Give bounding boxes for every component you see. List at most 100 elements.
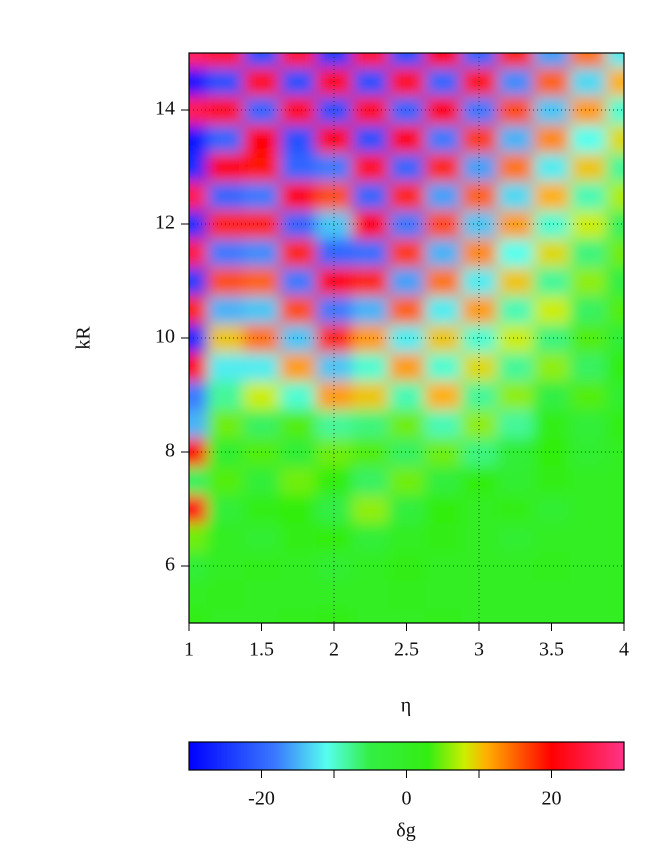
heatmap-cell [569, 323, 607, 353]
heatmap-cell [424, 238, 462, 268]
heatmap-cell [497, 53, 534, 68]
heatmap-cell [352, 409, 389, 439]
heatmap-cell [424, 523, 462, 553]
heatmap-cell [352, 209, 389, 239]
heatmap-cell [279, 409, 317, 439]
heatmap-cell [279, 181, 317, 211]
heatmap-cell [424, 67, 462, 97]
heatmap-cell [424, 580, 462, 610]
heatmap-cell [352, 124, 389, 154]
heatmap-cell [207, 466, 244, 496]
heatmap-cell [533, 437, 571, 467]
colorbar-label: δg [396, 820, 415, 842]
heatmap-cell [352, 494, 389, 524]
heatmap-cell [207, 124, 244, 154]
heatmap-cell [388, 323, 426, 353]
heatmap-cell [388, 380, 426, 410]
heatmap-cell [569, 551, 607, 581]
heatmap-cell [352, 181, 389, 211]
heatmap-cell [352, 523, 389, 553]
heatmap-cell [243, 409, 281, 439]
heatmap-cell [569, 238, 607, 268]
y-axis-label: kR [73, 326, 95, 350]
heatmap-cell [388, 352, 426, 382]
heatmap-cell [207, 494, 244, 524]
heatmap-cell [352, 295, 389, 325]
heatmap-cell [424, 323, 462, 353]
heatmap-cell [388, 551, 426, 581]
heatmap-cell [352, 323, 389, 353]
heatmap-cell [460, 95, 498, 125]
heatmap-cell [352, 53, 389, 68]
heatmap-cell [497, 466, 534, 496]
heatmap-cell [243, 466, 281, 496]
y-tick-label: 12 [155, 212, 175, 234]
heatmap-cell [243, 352, 281, 382]
heatmap-cell [315, 352, 353, 382]
heatmap-cell [315, 238, 353, 268]
heatmap-cell [388, 437, 426, 467]
heatmap-cell [569, 466, 607, 496]
x-tick-label: 2 [329, 639, 339, 661]
heatmap-cell [315, 608, 353, 623]
heatmap-cell [243, 53, 281, 68]
heatmap-cell [533, 494, 571, 524]
colorbar-tick-label: -20 [248, 788, 275, 810]
heatmap-cell [497, 523, 534, 553]
heatmap-cell [388, 409, 426, 439]
heatmap-cell [243, 67, 281, 97]
y-tick-label: 10 [155, 326, 175, 348]
heatmap-cell [460, 608, 498, 623]
heatmap-cell [243, 238, 281, 268]
heatmap-cell [533, 209, 571, 239]
heatmap-cell [279, 67, 317, 97]
heatmap-cell [460, 352, 498, 382]
heatmap-cell [189, 95, 208, 125]
heatmap-cell [207, 67, 244, 97]
heatmap-cell [189, 266, 208, 296]
y-tick-label: 8 [165, 440, 175, 462]
heatmap-cell [207, 523, 244, 553]
heatmap-cell [569, 352, 607, 382]
heatmap-cell [424, 124, 462, 154]
heatmap-cell [424, 95, 462, 125]
heatmap-cell [533, 323, 571, 353]
heatmap-cell [207, 181, 244, 211]
heatmap-cell [207, 608, 244, 623]
heatmap-cell [352, 437, 389, 467]
heatmap-cell [352, 352, 389, 382]
heatmap-cell [533, 608, 571, 623]
heatmap-cell [497, 95, 534, 125]
heatmap-cell [388, 67, 426, 97]
heatmap-cell [569, 67, 607, 97]
heatmap-cell [533, 95, 571, 125]
heatmap-cell [279, 580, 317, 610]
heatmap-cell [424, 466, 462, 496]
heatmap-cell [533, 238, 571, 268]
x-tick-label: 3 [474, 639, 484, 661]
heatmap-cell [497, 380, 534, 410]
heatmap-cell [533, 523, 571, 553]
heatmap-cell [189, 437, 208, 467]
heatmap-cell [424, 608, 462, 623]
heatmap-cell [279, 466, 317, 496]
heatmap-cell [352, 466, 389, 496]
heatmap-cell [189, 523, 208, 553]
heatmap-cell [605, 67, 624, 97]
heatmap-cell [207, 53, 244, 68]
heatmap-cell [189, 494, 208, 524]
x-tick-label: 1.5 [249, 639, 274, 661]
heatmap-cell [207, 409, 244, 439]
heatmap-cell [533, 295, 571, 325]
heatmap-cell [569, 437, 607, 467]
heatmap-cell [243, 523, 281, 553]
x-tick-label: 3.5 [539, 639, 564, 661]
heatmap-cell [279, 380, 317, 410]
x-tick-label: 1 [184, 639, 194, 661]
heatmap-cell [533, 352, 571, 382]
heatmap-cell [189, 409, 208, 439]
heatmap-cell [388, 580, 426, 610]
heatmap-cell [497, 323, 534, 353]
heatmap-cell [460, 551, 498, 581]
